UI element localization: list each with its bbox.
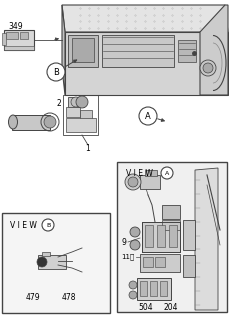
Bar: [12, 115, 50, 130]
Bar: [80, 110, 92, 120]
Bar: [178, 40, 196, 62]
Circle shape: [129, 281, 137, 289]
Bar: [140, 281, 147, 296]
Text: 1: 1: [86, 143, 90, 153]
Bar: [66, 118, 96, 132]
Polygon shape: [62, 5, 65, 95]
Bar: [162, 220, 180, 230]
Circle shape: [203, 63, 213, 73]
Bar: [102, 35, 174, 67]
Bar: [157, 225, 165, 247]
Bar: [160, 281, 167, 296]
Bar: [68, 97, 84, 107]
Text: 204: 204: [163, 303, 177, 313]
Circle shape: [129, 291, 137, 299]
Circle shape: [161, 167, 173, 179]
Bar: [145, 225, 153, 247]
Bar: [142, 222, 180, 252]
Text: B: B: [53, 68, 59, 76]
Circle shape: [125, 174, 141, 190]
Text: 479: 479: [26, 293, 41, 302]
Bar: [162, 205, 180, 219]
Polygon shape: [65, 32, 228, 95]
Polygon shape: [200, 5, 228, 95]
Bar: [2, 213, 110, 313]
Text: 2: 2: [56, 99, 61, 108]
Bar: [68, 35, 98, 67]
Circle shape: [42, 219, 54, 231]
Bar: [140, 254, 180, 272]
Text: 478: 478: [62, 293, 76, 302]
Text: A: A: [145, 111, 151, 121]
Text: A: A: [165, 171, 169, 175]
Polygon shape: [195, 168, 218, 310]
Bar: [2, 33, 6, 45]
Bar: [140, 175, 160, 189]
Bar: [169, 225, 177, 247]
Bar: [66, 107, 80, 117]
Bar: [143, 257, 153, 267]
Text: 9: 9: [121, 237, 126, 246]
Bar: [145, 170, 157, 176]
Bar: [183, 255, 195, 277]
Text: 504: 504: [138, 303, 153, 313]
Bar: [38, 255, 66, 269]
Bar: [20, 32, 28, 39]
Bar: [155, 257, 165, 267]
Circle shape: [76, 96, 88, 108]
Circle shape: [71, 97, 81, 107]
Circle shape: [47, 63, 65, 81]
Bar: [6, 32, 18, 39]
Circle shape: [128, 177, 138, 187]
Bar: [72, 38, 94, 62]
Text: 11Ⓐ: 11Ⓐ: [121, 254, 134, 260]
Polygon shape: [62, 5, 228, 32]
Bar: [142, 222, 180, 252]
Bar: [63, 95, 98, 135]
Ellipse shape: [8, 115, 17, 129]
Text: V I E W: V I E W: [126, 169, 153, 178]
Bar: [183, 220, 195, 250]
Circle shape: [37, 257, 47, 267]
Bar: [150, 281, 157, 296]
Bar: [4, 30, 34, 50]
Circle shape: [200, 60, 216, 76]
Circle shape: [130, 227, 140, 237]
Circle shape: [139, 107, 157, 125]
Text: B: B: [46, 222, 50, 228]
Bar: [42, 252, 50, 256]
Bar: [117, 162, 227, 312]
Circle shape: [44, 116, 56, 128]
Text: V I E W: V I E W: [10, 220, 37, 229]
Circle shape: [130, 240, 140, 250]
Bar: [4, 46, 34, 50]
Text: 349: 349: [9, 21, 23, 30]
Bar: [137, 278, 171, 300]
